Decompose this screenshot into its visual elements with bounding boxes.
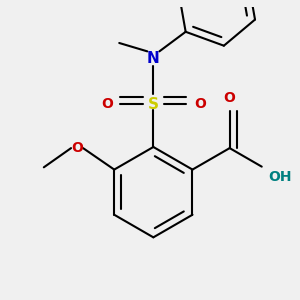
Text: N: N <box>147 51 160 66</box>
Text: O: O <box>194 97 206 111</box>
Text: O: O <box>224 91 236 105</box>
Text: O: O <box>101 97 113 111</box>
Text: S: S <box>148 97 159 112</box>
Text: OH: OH <box>268 170 291 184</box>
Text: O: O <box>71 141 83 155</box>
